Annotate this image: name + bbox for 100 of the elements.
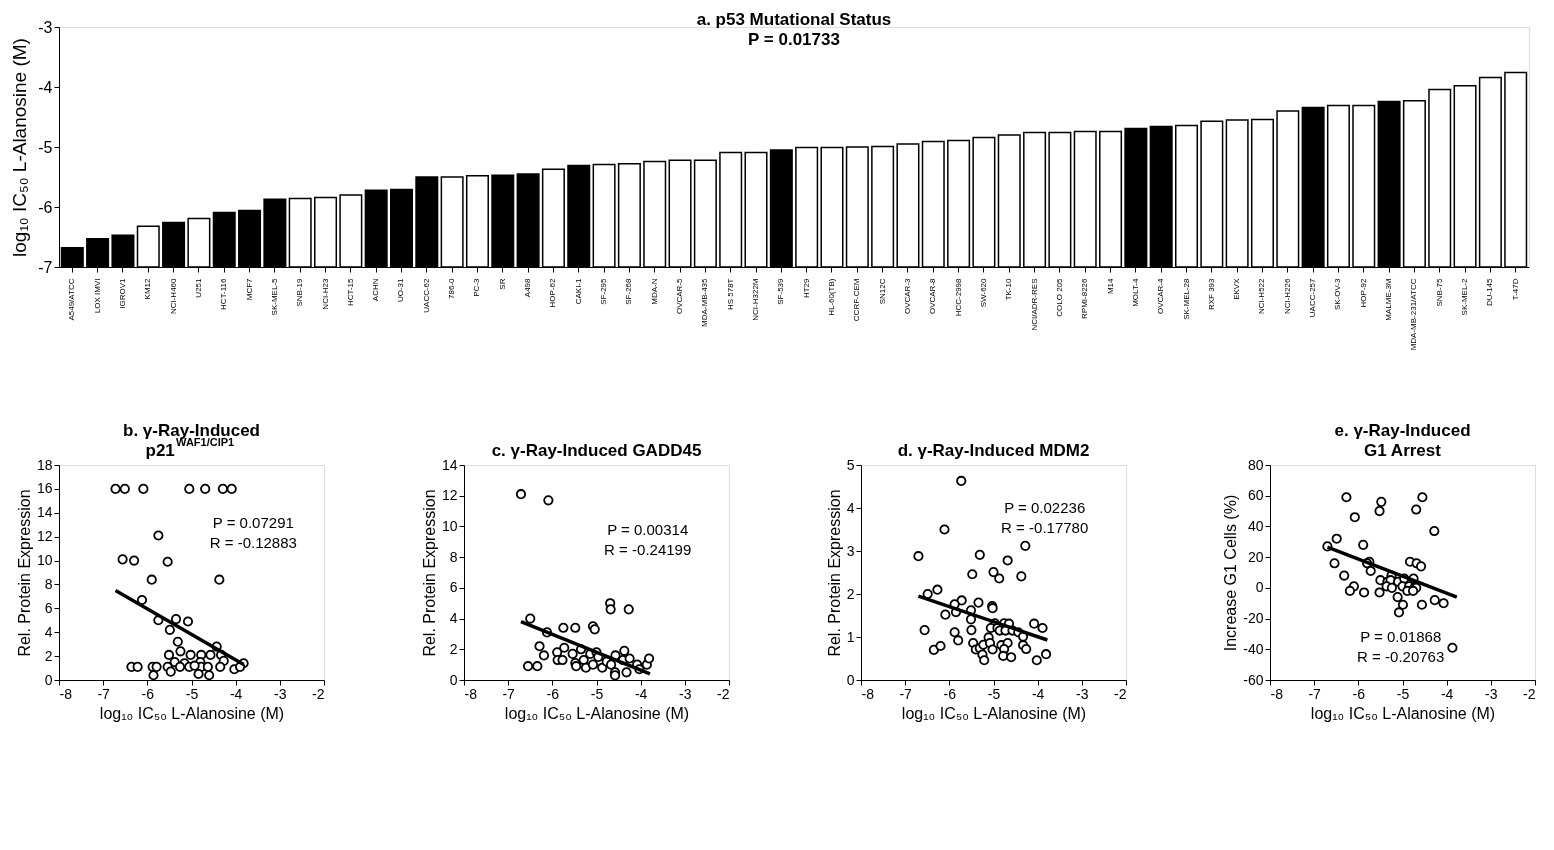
y-tick-label: 8: [449, 548, 458, 565]
x-tick-label: SNB-19: [295, 277, 305, 307]
y-tick-label: 40: [1247, 517, 1264, 534]
x-tick-label: ACHN: [371, 278, 381, 302]
y-tick-label: 4: [846, 499, 855, 516]
y-tick-label: -5: [38, 138, 53, 156]
x-tick-label: -4: [1031, 685, 1045, 702]
y-tick-label: 0: [1255, 579, 1264, 596]
y-axis-title: Rel. Protein Expression: [15, 489, 33, 657]
y-tick-label: 20: [1247, 548, 1264, 565]
y-tick-label: 0: [449, 671, 458, 688]
y-axis-title: log₁₀ IC₅₀ L-Alanosine (M): [9, 38, 31, 257]
x-tick-label: SW-620: [978, 277, 988, 308]
x-tick-label: -4: [229, 685, 243, 702]
y-tick-label: -60: [1243, 671, 1264, 688]
y-tick-label: 14: [441, 456, 458, 473]
y-axis-title: Rel. Protein Expression: [420, 489, 438, 657]
y-tick-label: 4: [44, 623, 53, 640]
x-tick-label: A549/ATCC: [67, 278, 77, 321]
y-tick-label: 1: [846, 628, 855, 645]
x-tick-label: HCC-2998: [953, 277, 963, 317]
chart-title: e. γ-Ray-Induced G1 Arrest: [1334, 421, 1471, 460]
x-tick-label: HOP-62: [548, 277, 558, 308]
y-tick-label: 12: [441, 487, 458, 504]
x-tick-label: -8: [59, 685, 73, 702]
x-tick-label: -5: [987, 685, 1001, 702]
x-tick-label: -6: [546, 685, 560, 702]
x-tick-label: MDA-MB-231/ATCC: [1409, 278, 1419, 351]
x-tick-label: EKVX: [1232, 277, 1242, 300]
y-tick-label: -40: [1243, 640, 1264, 657]
x-tick-label: HCT-116: [219, 277, 229, 310]
annotation: R = -0.24199: [604, 540, 692, 558]
annotation: P = 0.00314: [607, 520, 689, 538]
x-tick-label: LOX IMVI: [92, 278, 102, 314]
x-tick-label: MDA-N: [649, 278, 659, 305]
y-tick-label: 12: [36, 528, 53, 545]
x-tick-label: -5: [185, 685, 199, 702]
x-tick-label: -6: [1352, 685, 1366, 702]
x-tick-label: HCT-15: [345, 277, 355, 307]
x-tick-label: NCI-H23: [320, 277, 330, 310]
y-tick-label: -20: [1243, 610, 1264, 627]
x-tick-label: -4: [1440, 685, 1454, 702]
x-tick-label: PC-3: [472, 277, 482, 297]
x-tick-label: SN12C: [877, 278, 887, 305]
x-tick-label: -3: [679, 685, 692, 702]
annotation: R = -0.20763: [1357, 648, 1445, 665]
y-tick-label: 2: [449, 640, 458, 657]
y-tick-label: 8: [44, 575, 53, 592]
x-tick-label: -2: [1114, 685, 1127, 702]
y-tick-label: -3: [38, 18, 53, 36]
x-tick-label: HS 578T: [725, 278, 735, 311]
x-tick-label: SF-295: [599, 277, 609, 305]
x-axis-title: log₁₀ IC₅₀ L-Alanosine (M): [1310, 704, 1496, 722]
x-tick-label: OVCAR-8: [928, 277, 938, 315]
x-tick-label: MDA-MB-435: [700, 277, 710, 327]
x-tick-label: RXF 393: [1206, 277, 1216, 311]
x-tick-label: SF-268: [624, 277, 634, 305]
x-tick-label: -8: [1270, 685, 1284, 702]
x-tick-label: OVCAR-3: [902, 277, 912, 315]
x-tick-label: -2: [717, 685, 730, 702]
x-tick-label: -2: [1523, 685, 1536, 702]
x-axis-title: log₁₀ IC₅₀ L-Alanosine (M): [99, 704, 285, 722]
x-tick-label: -3: [1485, 685, 1498, 702]
x-tick-label: OVCAR-5: [675, 277, 685, 315]
y-tick-label: 6: [449, 579, 458, 596]
y-tick-label: 2: [846, 585, 855, 602]
x-tick-label: CAKI-1: [573, 277, 583, 305]
x-tick-label: -7: [97, 685, 111, 702]
chart-title: a. p53 Mutational Status: [696, 10, 892, 29]
y-tick-label: 3: [846, 542, 855, 559]
x-axis-title: log₁₀ IC₅₀ L-Alanosine (M): [504, 704, 690, 722]
y-tick-label: 18: [36, 456, 53, 473]
x-tick-label: SF-539: [776, 277, 786, 305]
x-tick-label: IGROV1: [117, 277, 127, 309]
x-tick-label: M14: [1105, 277, 1115, 295]
x-tick-label: SK-MEL-5: [269, 277, 279, 316]
y-tick-label: 10: [36, 552, 53, 569]
annotation: P = 0.01868: [1360, 628, 1442, 645]
x-tick-label: SK-MEL-2: [1460, 277, 1470, 316]
x-tick-label: A498: [523, 277, 533, 298]
x-tick-label: TK-10: [1004, 277, 1014, 301]
annotation: R = -0.17780: [1001, 519, 1089, 536]
y-tick-label: 6: [44, 599, 53, 616]
x-tick-label: -7: [1308, 685, 1322, 702]
y-tick-label: 80: [1247, 456, 1264, 473]
x-tick-label: -4: [634, 685, 648, 702]
y-tick-label: 4: [449, 610, 458, 627]
y-axis-title: Increase G1 Cells (%): [1222, 494, 1240, 652]
y-tick-label: 0: [846, 671, 855, 688]
x-tick-label: -6: [141, 685, 155, 702]
chart-title: d. γ-Ray-Induced MDM2: [897, 441, 1090, 460]
x-tick-label: COLO 205: [1054, 277, 1064, 317]
x-tick-label: -7: [502, 685, 516, 702]
x-tick-label: NCI-H322M: [751, 278, 761, 321]
x-tick-label: U251: [193, 277, 203, 298]
x-tick-label: NCI-H226: [1282, 277, 1292, 315]
x-tick-label: -8: [464, 685, 478, 702]
x-tick-label: -3: [1076, 685, 1089, 702]
y-tick-label: 14: [36, 504, 53, 521]
x-tick-label: -6: [943, 685, 957, 702]
